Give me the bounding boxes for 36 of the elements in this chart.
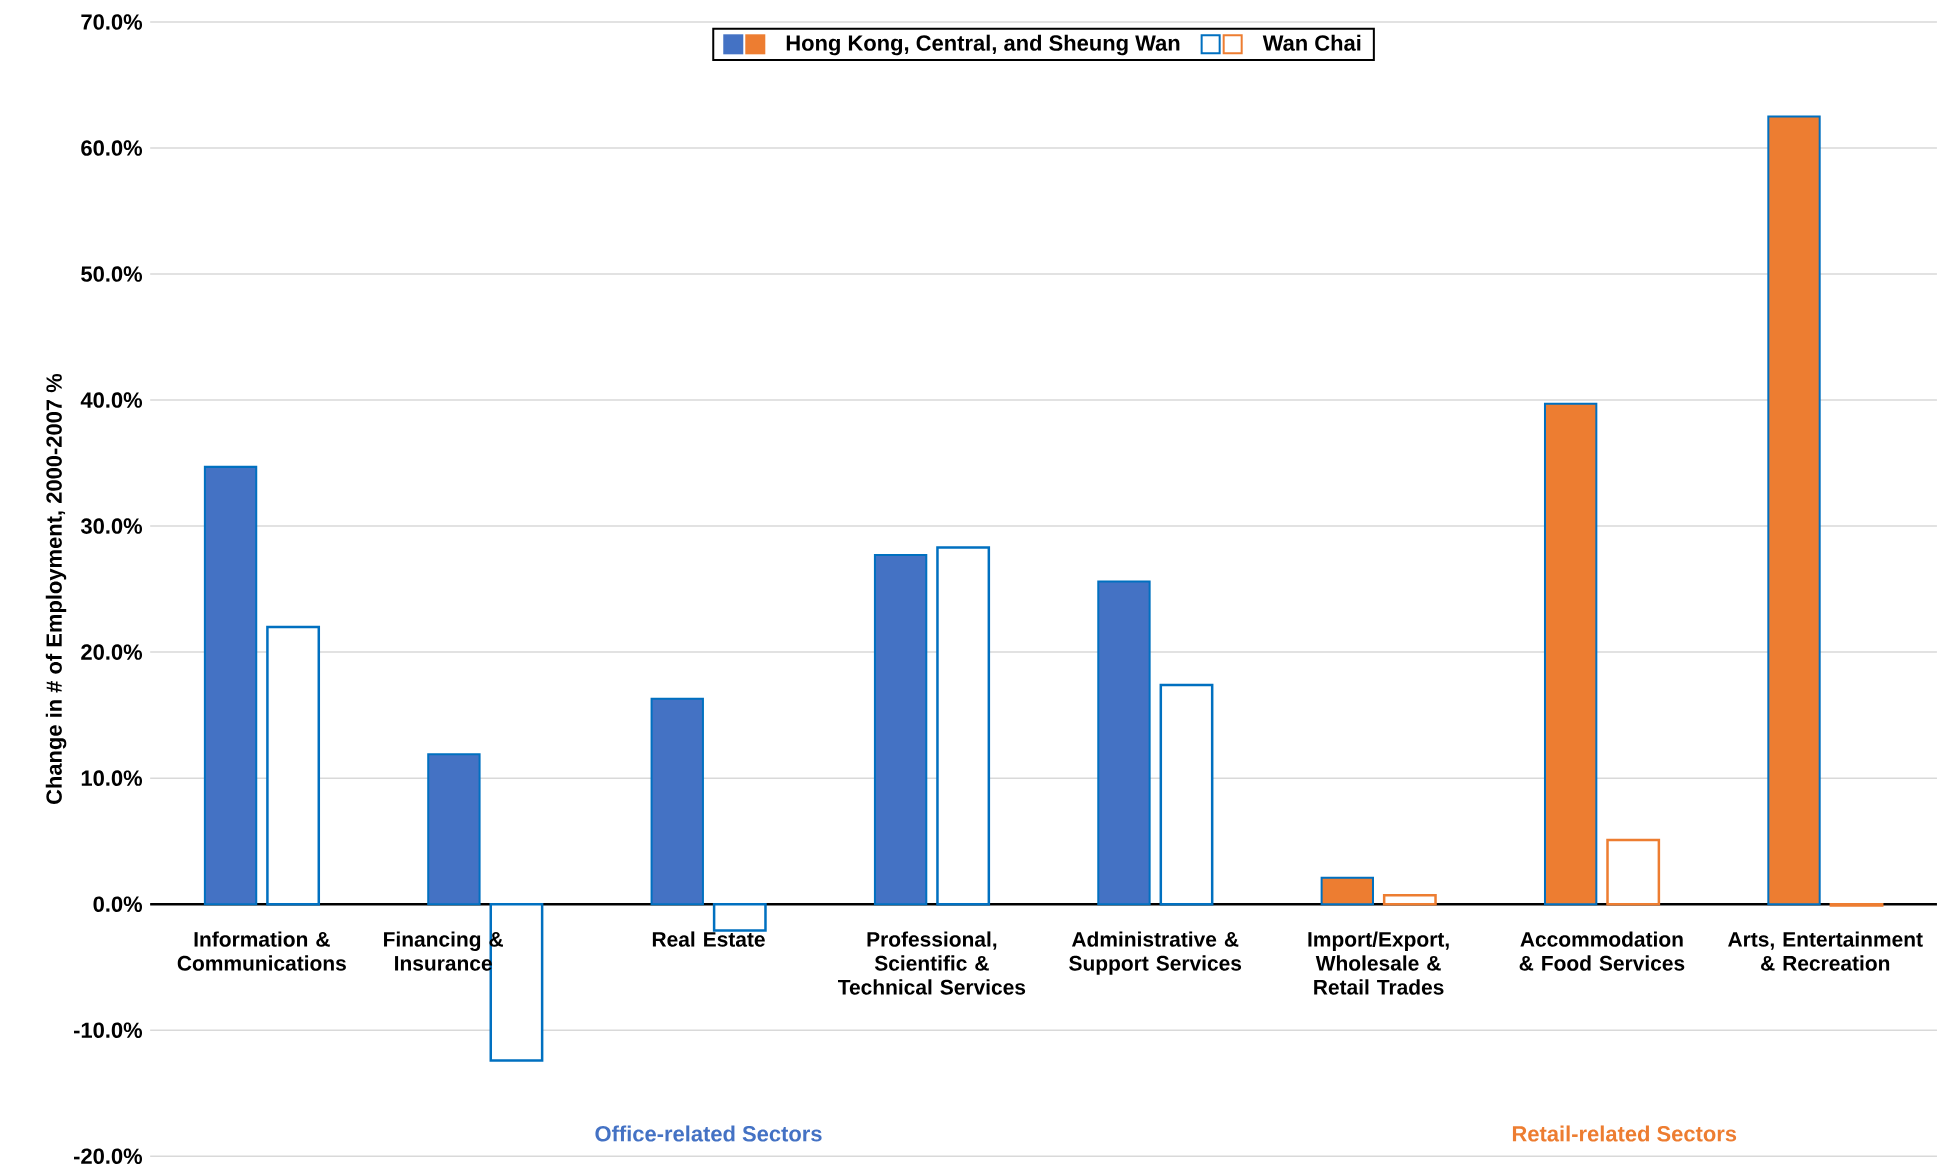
bar [1097, 580, 1151, 906]
y-tick-label: 60.0% [81, 140, 143, 156]
x-tick-label: Administrative & Support Services [1069, 931, 1242, 975]
bar [266, 625, 321, 906]
annotation: Office-related Sectors [595, 1125, 822, 1142]
y-tick-label: 10.0% [81, 770, 143, 786]
bar [1543, 402, 1598, 906]
x-tick-label: Real Estate [652, 931, 765, 947]
y-tick-label: -20.0% [73, 1148, 143, 1164]
y-axis-title: Change in # of Employment, 2000-2007 % [45, 373, 67, 804]
y-tick-label: 50.0% [81, 266, 143, 282]
y-tick-label: -10.0% [73, 1022, 143, 1038]
x-tick-label: Accommodation & Food Services [1519, 931, 1685, 971]
y-tick-label: 30.0% [80, 518, 143, 534]
bar [1606, 838, 1661, 906]
bar [650, 697, 704, 906]
bar [873, 553, 928, 906]
y-tick-label: 0.0% [93, 896, 143, 912]
bar [1767, 115, 1821, 906]
bar [1159, 683, 1214, 906]
bar [712, 902, 767, 932]
x-tick-label: Import/Export, Wholesale & Retail Trades [1308, 931, 1449, 995]
bar [427, 753, 481, 906]
bar [936, 546, 991, 906]
legend-label: Hong Kong, Central, and Sheung Wan [786, 34, 1180, 56]
y-tick-label: 40.0% [80, 392, 143, 408]
y-tick-label: 70.0% [81, 14, 143, 30]
annotation: Retail-related Sectors [1512, 1125, 1737, 1142]
y-tick-label: 20.0% [81, 644, 143, 660]
bar [203, 465, 258, 906]
bar [1320, 876, 1374, 906]
x-tick-label: Professional, Scientific & Technical Services [838, 931, 1026, 995]
bar [1382, 893, 1437, 906]
legend-label: Wan Chai [1262, 34, 1361, 51]
x-tick-label: Arts, Entertainment & Recreation [1728, 931, 1923, 971]
x-tick-label: Information & Communications [177, 931, 346, 971]
